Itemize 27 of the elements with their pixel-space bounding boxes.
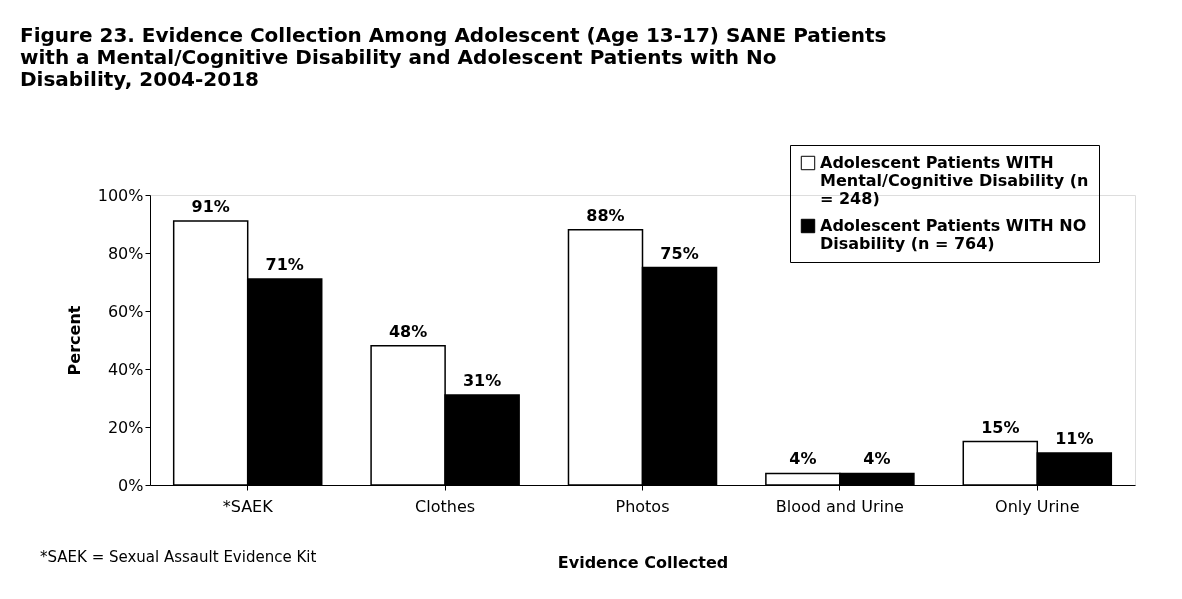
y-tick-label: 100% [97,185,144,205]
x-axis-title: Evidence Collected [557,552,729,572]
x-tick-label: Only Urine [995,496,1080,516]
legend-label: Adolescent Patients WITH NO Disability (n = 764) [820,216,1087,253]
x-tick-label: Blood and Urine [775,496,904,516]
x-tick-label: *SAEK [222,496,274,516]
data-label: 4% [863,449,891,469]
data-label: 88% [586,205,625,225]
data-label: 48% [388,321,428,341]
legend-label: Adolescent Patients WITH Mental/Cognitive Disability (n = 248) [820,153,1089,208]
y-tick-label: 20% [107,417,144,437]
text: *SAEK = Sexual Assault Evidence Kit [40,548,317,566]
y-tick-label: 0% [118,475,144,495]
chart-title: Figure 23. Evidence Collection Among Adolescent (Age 13-17) SANE Patients with a Mental/Cognitive Disability and Adolescent Patients with No Disability, 2004-2018 [20,22,887,91]
y-tick-label: 80% [107,243,144,263]
y-tick-label: 60% [107,301,144,321]
data-label: 11% [1055,429,1094,449]
y-axis-title: Percent [64,305,84,376]
data-label: 75% [660,243,699,263]
data-label: 71% [265,255,304,275]
data-label: 4% [789,449,817,469]
data-label: 31% [462,371,502,391]
data-label: 15% [981,417,1020,437]
data-label: 91% [191,197,230,217]
x-tick-label: Clothes [415,496,476,516]
x-tick-label: Photos [615,496,670,516]
y-tick-label: 40% [107,359,144,379]
